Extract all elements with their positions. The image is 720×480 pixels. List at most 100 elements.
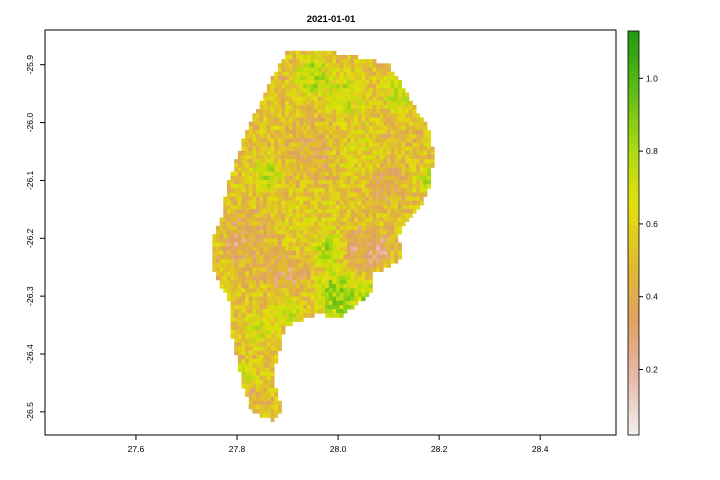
raster-cell (336, 100, 341, 106)
raster-cell (394, 225, 399, 231)
raster-cell (350, 217, 355, 222)
raster-cell (270, 204, 275, 210)
raster-cell (376, 142, 381, 147)
raster-cell (310, 138, 315, 143)
raster-cell (266, 275, 271, 281)
raster-cell (390, 142, 395, 147)
raster-cell (357, 179, 362, 185)
raster-cell (372, 234, 377, 239)
raster-cell (266, 200, 271, 206)
raster-cell (332, 242, 337, 247)
raster-cell (321, 163, 326, 168)
raster-cell (379, 209, 384, 214)
raster-cell (325, 188, 330, 193)
raster-cell (292, 125, 297, 131)
raster-cell (339, 167, 344, 172)
raster-cell (343, 279, 348, 285)
raster-cell (241, 213, 246, 218)
raster-cell (314, 284, 319, 289)
raster-cell (234, 179, 239, 185)
raster-cell (416, 204, 421, 210)
raster-cell (259, 354, 264, 360)
raster-cell (248, 142, 253, 147)
raster-cell (310, 50, 315, 56)
raster-cell (372, 209, 377, 214)
raster-cell (321, 134, 326, 139)
raster-cell (339, 171, 344, 177)
raster-cell (277, 134, 282, 139)
raster-cell (296, 304, 301, 310)
raster-cell (321, 150, 326, 156)
raster-cell (248, 396, 253, 402)
raster-cell (237, 204, 242, 210)
raster-cell (325, 113, 330, 118)
raster-cell (266, 134, 271, 139)
raster-cell (314, 246, 319, 252)
raster-cell (336, 171, 341, 177)
raster-cell (343, 159, 348, 164)
raster-cell (368, 275, 373, 281)
raster-cell (361, 88, 366, 93)
raster-cell (350, 221, 355, 227)
raster-cell (379, 121, 384, 127)
raster-cell (270, 338, 275, 343)
raster-cell (270, 225, 275, 231)
raster-cell (368, 96, 373, 102)
raster-cell (223, 238, 228, 243)
raster-cell (216, 259, 220, 264)
raster-cell (303, 200, 308, 206)
raster-cell (427, 159, 431, 164)
raster-cell (317, 134, 322, 139)
raster-cell (237, 292, 242, 297)
raster-cell (379, 163, 384, 168)
raster-cell (266, 292, 271, 297)
raster-cell (245, 196, 250, 202)
raster-layer (212, 50, 435, 422)
raster-cell (314, 196, 319, 202)
raster-cell (277, 88, 282, 93)
raster-cell (412, 175, 417, 181)
raster-cell (317, 88, 322, 93)
raster-cell (343, 267, 348, 272)
raster-cell (361, 192, 366, 197)
raster-cell (296, 250, 301, 256)
raster-cell (252, 271, 257, 277)
raster-cell (274, 200, 279, 206)
raster-cell (383, 67, 388, 73)
raster-cell (405, 217, 410, 222)
raster-cell (336, 117, 341, 122)
raster-cell (383, 75, 388, 81)
raster-cell (306, 121, 311, 127)
raster-cell (412, 146, 417, 152)
raster-cell (314, 229, 319, 235)
raster-cell (252, 129, 257, 135)
raster-cell (408, 100, 413, 106)
raster-cell (365, 92, 370, 98)
raster-cell (328, 229, 333, 235)
raster-cell (408, 159, 413, 164)
raster-cell (408, 196, 413, 202)
raster-cell (408, 146, 413, 152)
raster-cell (325, 284, 330, 289)
raster-cell (303, 250, 308, 256)
raster-cell (383, 92, 388, 98)
raster-cell (325, 59, 330, 64)
raster-cell (248, 221, 253, 227)
raster-cell (346, 117, 351, 122)
raster-cell (285, 317, 290, 322)
raster-cell (256, 279, 261, 285)
raster-cell (248, 134, 253, 139)
raster-cell (274, 242, 279, 247)
raster-cell (277, 71, 282, 77)
raster-cell (270, 234, 275, 239)
raster-cell (303, 267, 308, 272)
raster-cell (303, 138, 308, 143)
raster-cell (248, 200, 253, 206)
raster-cell (263, 238, 268, 243)
raster-cell (237, 288, 242, 293)
raster-cell (230, 175, 235, 181)
raster-cell (234, 300, 239, 306)
raster-cell (248, 284, 253, 289)
raster-cell (328, 234, 333, 239)
raster-cell (252, 392, 257, 397)
